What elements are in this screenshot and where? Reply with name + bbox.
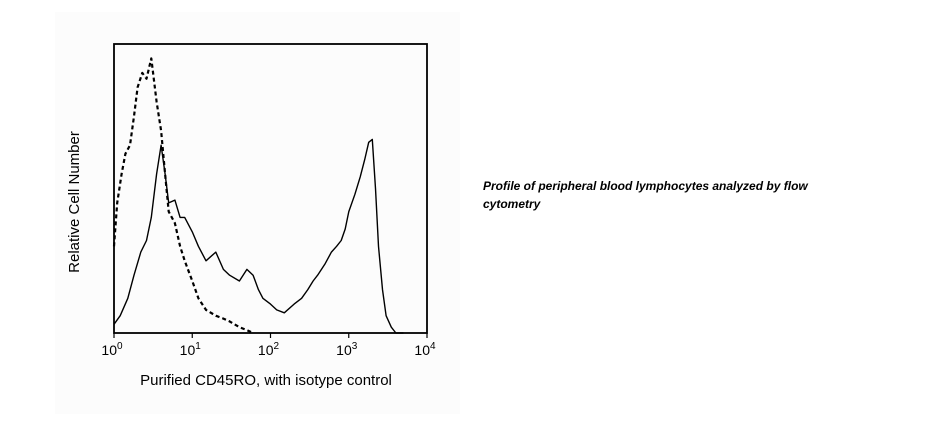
plot-frame	[113, 43, 428, 334]
histogram-chart: 100 101 102 103 104 Purified CD45RO, with is…	[66, 43, 436, 389]
figure-caption: Profile of peripheral blood lymphocytes …	[483, 179, 808, 211]
x-axis-ticks: 100 101 102 103 104	[101, 333, 436, 358]
series-isotype-dashed	[112, 57, 254, 334]
series-cd45ro-solid	[113, 138, 404, 334]
y-axis-label: Relative Cell Number	[66, 131, 83, 273]
x-tick-label: 103	[336, 341, 358, 358]
x-tick-label: 100	[101, 341, 123, 358]
x-axis-label: Purified CD45RO, with isotype control	[140, 372, 392, 389]
figure-panel: 100 101 102 103 104 Purified CD45RO, with is…	[55, 12, 460, 414]
x-tick-label: 102	[258, 341, 280, 358]
plot-area	[112, 43, 428, 334]
x-tick-label: 104	[414, 341, 436, 358]
x-tick-label: 101	[180, 341, 202, 358]
